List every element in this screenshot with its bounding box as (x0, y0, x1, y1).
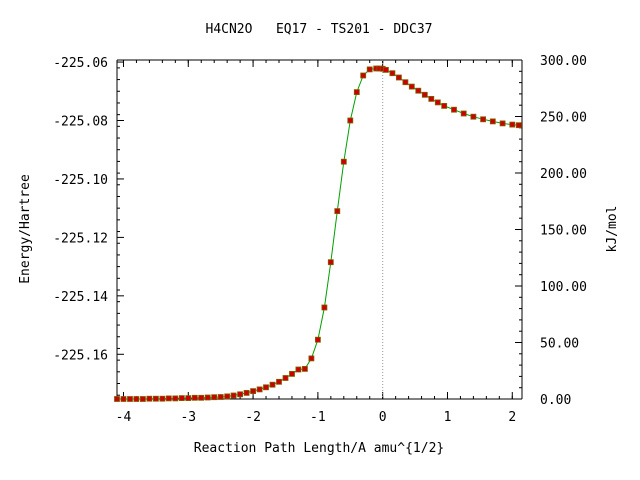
x-tick-label: -1 (310, 410, 326, 425)
y2-tick-label: 200.00 (540, 167, 587, 182)
data-point (441, 103, 448, 109)
data-point (191, 394, 198, 401)
energy-series (114, 65, 522, 402)
data-point (382, 67, 389, 73)
data-point (133, 396, 140, 402)
data-point (263, 384, 269, 391)
x-tick-label: 1 (444, 410, 452, 425)
data-point (198, 394, 205, 401)
y2-tick-label: 100.00 (540, 280, 587, 295)
data-point (408, 83, 415, 90)
y-axis-label: Energy/Hartree (18, 174, 33, 284)
x-tick-label: 0 (379, 410, 387, 425)
data-point (159, 395, 166, 402)
data-point (295, 366, 302, 373)
y-tick-label: -225.12 (53, 231, 108, 246)
data-point (301, 365, 308, 372)
x-tick-label: -2 (245, 410, 261, 425)
data-point (172, 395, 179, 402)
data-point (185, 395, 192, 402)
data-point (204, 394, 211, 401)
data-point (146, 395, 153, 402)
y2-tick-label: 150.00 (540, 224, 587, 239)
data-point (389, 70, 396, 77)
y-tick-label: -225.14 (53, 290, 108, 305)
y2-tick-label: 250.00 (540, 111, 587, 126)
data-point (250, 388, 257, 395)
x-axis-label: Reaction Path Length/A amu^{1/2} (194, 441, 444, 456)
data-point (395, 74, 402, 81)
data-point (114, 396, 120, 402)
data-point (308, 355, 315, 362)
y-tick-label: -225.06 (53, 56, 108, 71)
data-point (489, 118, 496, 125)
y-tick-label: -225.08 (53, 114, 108, 129)
data-point (353, 89, 360, 95)
x-tick-label: -3 (180, 410, 196, 425)
data-point (152, 395, 159, 402)
data-point (289, 370, 295, 377)
y2-axis-label: kJ/mol (605, 206, 620, 253)
x-tick-label: 2 (508, 410, 516, 425)
data-point (178, 395, 185, 402)
data-point (269, 381, 276, 388)
data-point (366, 66, 373, 73)
x-tick-label: -4 (116, 410, 132, 425)
y2-tick-label: 50.00 (540, 337, 579, 352)
data-point (321, 304, 328, 311)
data-point (224, 393, 231, 400)
y-tick-label: -225.10 (53, 173, 108, 188)
data-point (470, 113, 477, 120)
data-point (499, 120, 506, 127)
data-point (480, 116, 487, 123)
data-point (256, 386, 263, 393)
data-point (360, 72, 367, 79)
data-point (428, 96, 435, 102)
data-point (165, 395, 172, 402)
data-point (515, 122, 522, 129)
data-point (211, 394, 218, 401)
data-point (120, 396, 127, 402)
energy-curve (117, 68, 519, 400)
data-point (334, 208, 341, 215)
data-point (402, 79, 409, 86)
data-point (434, 99, 441, 106)
tick-labels: -4 -3 -2 -1 0 1 2 -225.06 -225.08 -225.10 -225.12 -… (53, 54, 587, 425)
data-point (327, 259, 334, 266)
y-tick-label: -225.16 (53, 348, 108, 363)
y2-tick-label: 300.00 (540, 54, 587, 69)
data-point (460, 110, 467, 117)
data-point (314, 336, 321, 343)
chart-title: H4CN2O EQ17 - TS201 - DDC37 (206, 22, 433, 37)
data-point (415, 87, 422, 94)
data-point (340, 158, 347, 165)
y2-tick-label: 0.00 (540, 393, 571, 408)
data-point (230, 392, 237, 399)
data-point (139, 396, 146, 402)
data-point (127, 396, 133, 402)
data-point (451, 106, 457, 113)
data-point (421, 91, 428, 98)
data-point (237, 391, 244, 398)
data-point (243, 389, 250, 396)
data-point (509, 121, 516, 128)
data-point (282, 375, 289, 381)
data-point (217, 394, 224, 400)
data-point (276, 378, 282, 385)
data-point (347, 117, 354, 124)
